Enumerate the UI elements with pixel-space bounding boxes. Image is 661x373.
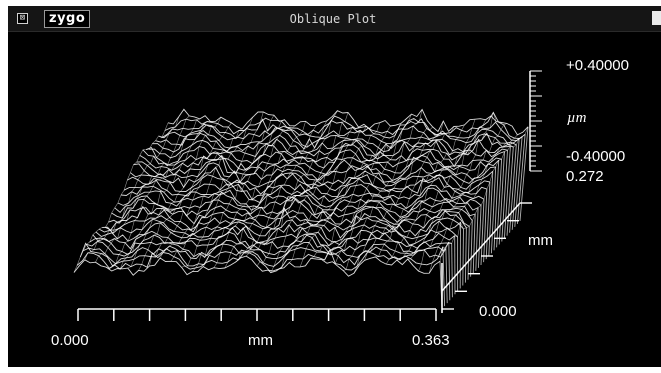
- wireframe-column-line: [106, 118, 200, 269]
- wireframe-column-line: [245, 110, 338, 257]
- wireframe-column-line: [138, 122, 232, 271]
- edge-drop-line: [470, 220, 473, 277]
- close-icon[interactable]: ⊠: [17, 13, 28, 24]
- wireframe-column-line: [73, 122, 169, 273]
- y-axis-unit-label: mm: [528, 232, 553, 249]
- wireframe-column-line: [170, 111, 264, 262]
- wireframe-row-line: [73, 255, 441, 277]
- wireframe-column-line: [353, 121, 444, 274]
- oblique-surface-plot: [73, 70, 542, 321]
- zygo-logo: zygo: [44, 10, 91, 28]
- y-axis: [441, 202, 532, 310]
- wireframe-column-line: [310, 123, 402, 259]
- edge-drop-line: [442, 246, 446, 307]
- z-scale-min-label: -0.40000: [566, 148, 626, 165]
- edge-drop-line: [485, 181, 491, 260]
- wireframe-column-line: [117, 121, 211, 270]
- wireframe-column-line: [321, 113, 412, 261]
- wireframe-column-line: [181, 115, 275, 268]
- wireframe-column-line: [202, 125, 296, 267]
- wireframe-column-line: [428, 134, 518, 274]
- edge-drop-line: [516, 134, 526, 224]
- edge-drop-line: [490, 166, 497, 254]
- window-menu-icon[interactable]: [652, 11, 661, 25]
- x-axis-max-label: 0.363: [412, 332, 450, 349]
- wireframe-column-line: [159, 117, 253, 259]
- wireframe-column-line: [299, 125, 391, 268]
- edge-drop-line: [448, 242, 451, 301]
- y-axis-min-label: 0.000: [479, 303, 517, 320]
- wireframe-column-line: [396, 119, 486, 261]
- edge-drop-line: [480, 199, 485, 266]
- x-axis-unit-label: mm: [248, 332, 273, 349]
- surface-wireframe: [73, 108, 529, 313]
- wireframe-column-line: [289, 122, 381, 263]
- wireframe-row-line: [111, 196, 476, 219]
- edge-drop-line: [503, 146, 511, 239]
- wireframe-column-line: [278, 125, 370, 270]
- edge-drop-line: [451, 243, 453, 298]
- edge-drop-line: [462, 228, 464, 286]
- wireframe-column-line: [84, 116, 179, 260]
- wireframe-column-line: [256, 112, 349, 267]
- edge-drop-line: [483, 189, 488, 263]
- z-scale-unit-label: µm: [567, 110, 587, 126]
- wireframe-column-line: [332, 109, 423, 264]
- wireframe-column-line: [95, 115, 190, 263]
- wireframe-column-line: [224, 125, 317, 269]
- x-axis-min-label: 0.000: [51, 332, 89, 349]
- wireframe-column-line: [375, 124, 465, 258]
- edge-drop-line: [509, 144, 517, 233]
- wireframe-column-line: [192, 119, 285, 272]
- edge-drop-line: [519, 126, 529, 222]
- edge-drop-line: [464, 227, 467, 283]
- wireframe-column-line: [267, 127, 359, 274]
- edge-drop-line: [511, 138, 520, 230]
- wireframe-column-line: [418, 123, 507, 272]
- edge-drop-line: [472, 213, 476, 274]
- edge-drop-line: [493, 160, 500, 251]
- edge-drop-line: [496, 159, 503, 248]
- wireframe-column-line: [343, 126, 433, 271]
- edge-drop-line: [514, 136, 523, 227]
- edge-drop-line: [501, 150, 508, 242]
- wireframe-column-line: [149, 128, 243, 267]
- z-scale-bar: [529, 70, 542, 172]
- wireframe-column-line: [235, 120, 328, 263]
- wireframe-column-line: [213, 121, 306, 268]
- edge-drop-line: [445, 248, 448, 304]
- edge-drop-line: [488, 171, 494, 257]
- oblique-plot-window: ⊠ zygo Oblique Plot +0.40000 µm -0.40000…: [8, 6, 661, 367]
- edge-drop-line: [467, 226, 470, 280]
- edge-drop-line: [475, 207, 479, 271]
- window-title: Oblique Plot: [289, 12, 377, 26]
- x-axis: [77, 308, 437, 321]
- edge-drop-line: [498, 151, 505, 245]
- z-scale-max-label: +0.40000: [566, 57, 629, 74]
- wireframe-column-line: [385, 119, 476, 265]
- wireframe-column-line: [364, 126, 455, 261]
- edge-drop-line: [477, 205, 482, 268]
- wireframe-column-line: [127, 117, 222, 269]
- wireframe-row-line: [117, 187, 482, 211]
- y-axis-max-label: 0.272: [566, 168, 604, 185]
- title-bar[interactable]: ⊠ zygo Oblique Plot: [8, 6, 661, 32]
- wireframe-column-line: [407, 112, 497, 260]
